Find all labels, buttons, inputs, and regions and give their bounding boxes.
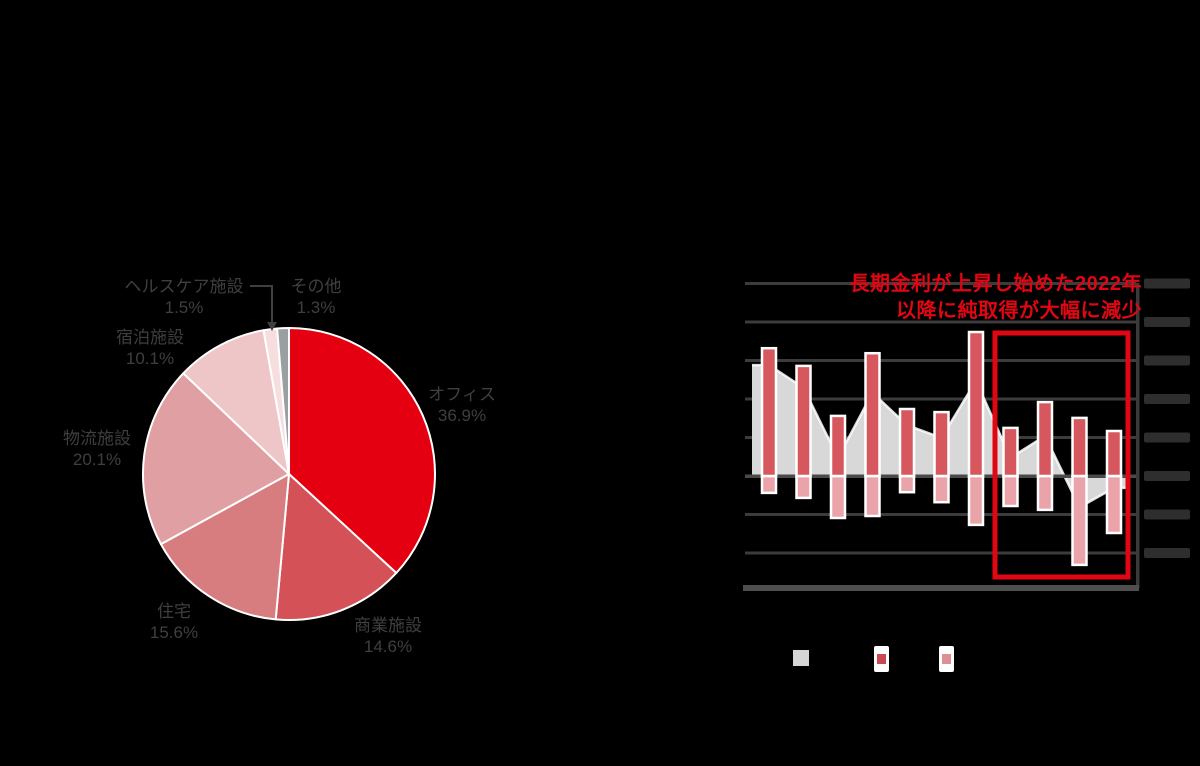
pie-slice-0 <box>288 327 436 574</box>
pie-label-residential-name: 住宅 <box>157 602 191 621</box>
legend-swatch-net-area <box>793 650 809 666</box>
axis-tick-label-smudge <box>1144 471 1190 481</box>
pie-label-retail-pct: 14.6% <box>363 637 413 656</box>
bar-negative-1 <box>760 474 778 495</box>
leader-arrow-icon <box>267 322 277 331</box>
pie-label-logistics-name: 物流施設 <box>63 429 131 448</box>
pie-label-retail-name: 商業施設 <box>354 616 422 635</box>
axis-tick-label-smudge <box>1144 355 1190 366</box>
annotation-line-2: 以降に純取得が大幅に減少 <box>896 300 1142 322</box>
pie-label-healthcare: ヘルスケア施設 1.5% <box>94 276 274 318</box>
axis-tick-label-smudge <box>1144 509 1190 520</box>
bar-positive-11 <box>1105 429 1123 478</box>
bar-negative-9 <box>1036 474 1054 512</box>
gridline <box>745 320 1136 324</box>
pie-label-hotel-pct: 10.1% <box>125 349 175 368</box>
pie-label-office: オフィス 36.9% <box>402 384 522 426</box>
bar-positive-8 <box>1002 426 1019 478</box>
highlight-rectangle <box>992 330 1131 580</box>
legend-red-square-icon <box>877 654 886 664</box>
gridline <box>745 551 1136 555</box>
pie-label-hotel: 宿泊施設 10.1% <box>80 327 220 369</box>
bar-positive-9 <box>1036 400 1054 478</box>
pie-slice-6 <box>276 327 290 475</box>
gridline <box>745 359 1136 362</box>
pie-label-residential: 住宅 15.6% <box>114 601 234 643</box>
bar-chart-annotation: 長期金利が上昇し始めた2022年 以降に純取得が大幅に減少 <box>850 271 1143 325</box>
bar-positive-5 <box>898 407 916 478</box>
bar-positive-3 <box>829 414 847 478</box>
annotation-line-1: 長期金利が上昇し始めた2022年 <box>849 273 1142 295</box>
pie-slice-3 <box>142 372 290 546</box>
bar-negative-11 <box>1105 474 1123 535</box>
pie-label-hotel-name: 宿泊施設 <box>116 328 184 347</box>
axis-tick-label-smudge <box>1144 548 1190 558</box>
legend-gray-square-icon <box>793 650 809 666</box>
gridline <box>745 397 1136 401</box>
axis-tick-label-smudge <box>1144 278 1190 289</box>
pie-label-office-name: オフィス <box>428 385 496 404</box>
pie-label-other-name: その他 <box>290 277 342 296</box>
bar-positive-4 <box>864 351 881 478</box>
pie-slice-1 <box>274 473 398 621</box>
bar-negative-2 <box>795 474 812 500</box>
pie-label-residential-pct: 15.6% <box>149 623 199 642</box>
bar-negative-6 <box>933 474 950 504</box>
bar-negative-4 <box>864 474 881 518</box>
leader-line <box>250 285 273 322</box>
legend-pink-square-icon <box>942 654 951 664</box>
gridline <box>745 513 1136 516</box>
pie-label-other-pct: 1.3% <box>296 298 336 317</box>
bar-negative-8 <box>1002 474 1019 508</box>
pie-label-other: その他 1.3% <box>266 276 366 318</box>
pie-slice-2 <box>159 473 290 621</box>
bar-positive-2 <box>795 364 812 478</box>
pie-slice-4 <box>182 329 290 475</box>
legend-swatch-positive-bar <box>874 646 889 672</box>
axis-tick-label-smudge <box>1144 317 1190 327</box>
pie-label-healthcare-name: ヘルスケア施設 <box>124 277 244 296</box>
pie-label-office-pct: 36.9% <box>437 406 487 425</box>
bar-negative-5 <box>898 474 916 494</box>
bar-positive-1 <box>760 346 778 478</box>
bar-positive-10 <box>1071 416 1088 478</box>
pie-label-logistics-pct: 20.1% <box>72 450 122 469</box>
bar-positive-6 <box>933 410 950 478</box>
bar-negative-7 <box>967 474 985 527</box>
axis-tick-label-smudge <box>1144 432 1190 443</box>
axis-tick-label-smudge <box>1144 394 1190 404</box>
gridline <box>745 282 1136 285</box>
pie-label-healthcare-pct: 1.5% <box>164 298 204 317</box>
pie-label-logistics: 物流施設 20.1% <box>27 428 167 470</box>
legend-swatch-negative-bar <box>939 646 954 672</box>
plot-right-border <box>1136 283 1140 588</box>
bar-negative-3 <box>829 474 847 520</box>
bar-negative-10 <box>1071 474 1088 567</box>
pie-label-retail: 商業施設 14.6% <box>318 615 458 657</box>
bar-positive-7 <box>967 330 985 478</box>
x-axis-line <box>743 585 1139 591</box>
